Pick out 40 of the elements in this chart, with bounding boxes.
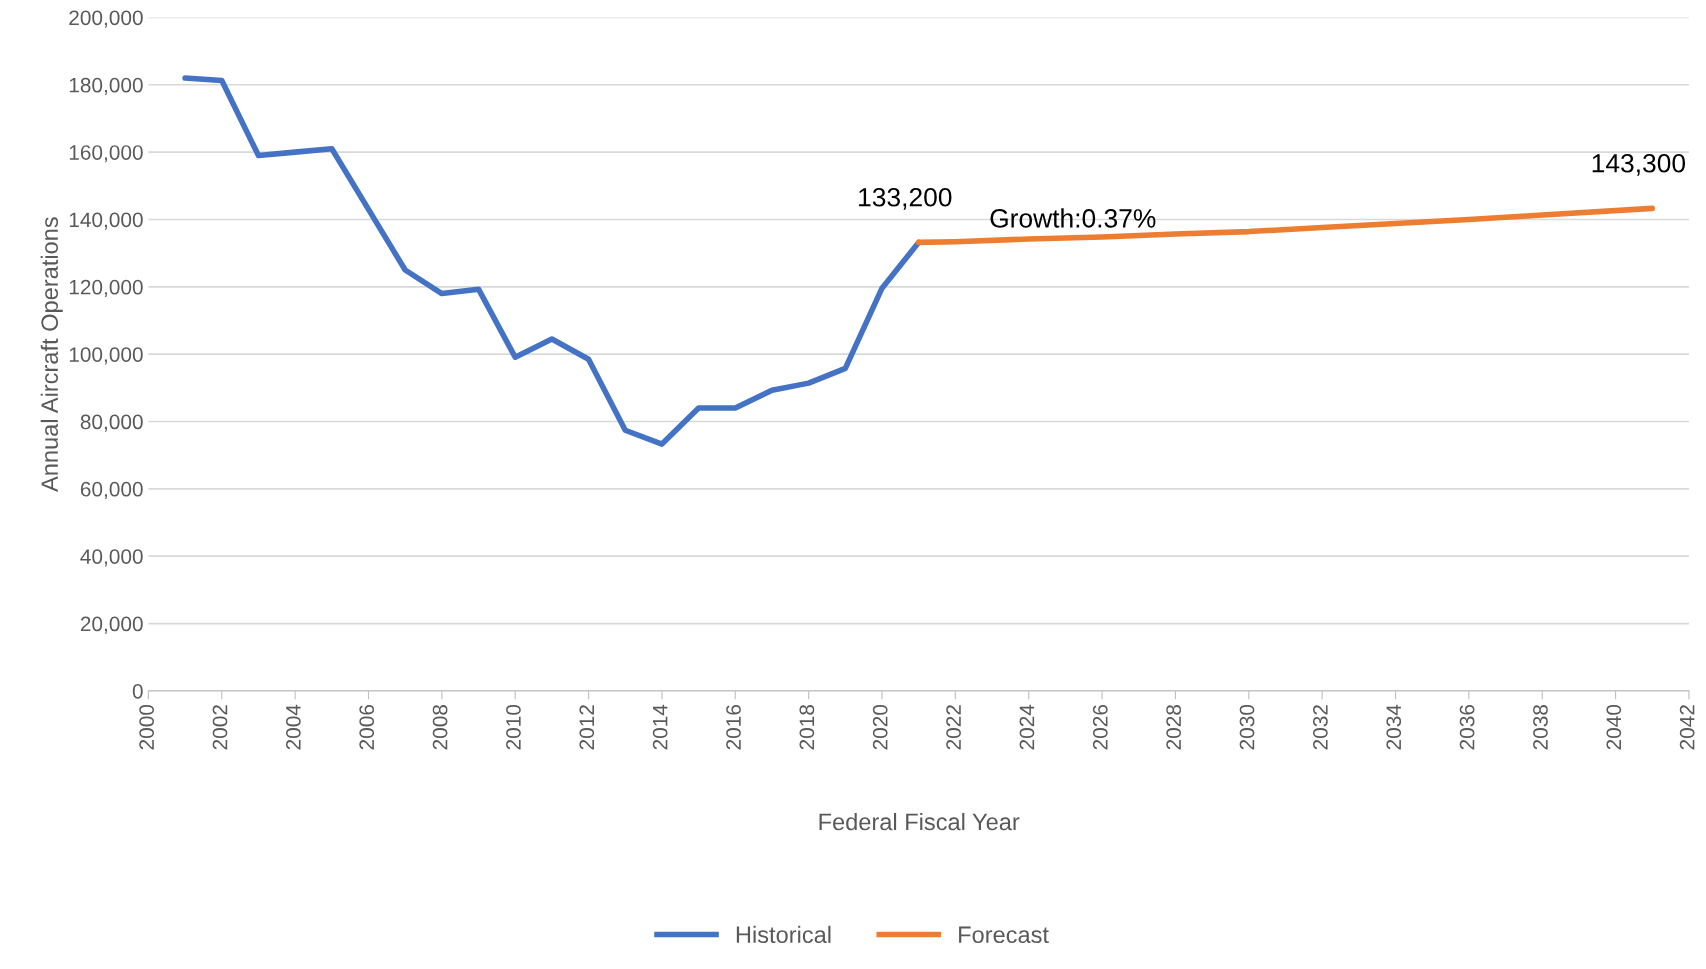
x-tick-label: 2010 bbox=[506, 704, 521, 750]
annotation: Growth:0.37% bbox=[990, 208, 1156, 228]
x-tick-label: 2014 bbox=[652, 704, 668, 750]
x-tick-label: 2006 bbox=[359, 705, 375, 750]
x-tick-label: 2026 bbox=[1092, 705, 1108, 750]
x-tick-label: 2008 bbox=[432, 704, 448, 750]
x-tick-label: 2004 bbox=[285, 704, 301, 750]
x-tick-label: 2024 bbox=[1019, 704, 1035, 750]
y-tick-label: 140,000 bbox=[69, 212, 143, 230]
x-tick-label: 2002 bbox=[212, 705, 228, 750]
y-tick-label: 80,000 bbox=[80, 414, 143, 432]
y-tick-label: 200,000 bbox=[69, 10, 143, 28]
y-tick-label: 0 bbox=[132, 683, 143, 699]
annotation: 133,200 bbox=[859, 187, 952, 210]
y-tick-label: 100,000 bbox=[69, 347, 143, 365]
x-tick-label: 2020 bbox=[872, 704, 888, 750]
y-tick-label: 60,000 bbox=[80, 481, 143, 500]
x-axis-title: Federal Fiscal Year bbox=[819, 812, 1020, 831]
x-tick-label: 2012 bbox=[579, 705, 595, 750]
y-tick-label: 160,000 bbox=[69, 145, 143, 163]
annotation: 143,300 bbox=[1592, 153, 1686, 176]
x-tick-label: 2034 bbox=[1386, 704, 1402, 750]
x-tick-label: 2028 bbox=[1166, 704, 1182, 750]
legend-label: Historical bbox=[736, 925, 831, 944]
x-tick-label: 2040 bbox=[1606, 704, 1622, 750]
y-tick-label: 20,000 bbox=[80, 616, 143, 634]
x-tick-label: 2022 bbox=[946, 705, 961, 750]
y-axis-title: Annual Aircraft Operations bbox=[40, 217, 63, 492]
x-tick-label: 2000 bbox=[139, 704, 155, 750]
x-tick-label: 2030 bbox=[1239, 704, 1255, 750]
x-tick-label: 2042 bbox=[1679, 705, 1695, 750]
x-tick-label: 2018 bbox=[799, 704, 815, 750]
y-tick-label: 40,000 bbox=[80, 549, 143, 567]
y-tick-label: 180,000 bbox=[69, 77, 143, 95]
x-tick-label: 2032 bbox=[1312, 705, 1328, 750]
x-tick-label: 2016 bbox=[726, 705, 741, 750]
y-tick-label: 120,000 bbox=[69, 279, 143, 298]
x-tick-label: 2038 bbox=[1533, 704, 1548, 750]
x-tick-label: 2036 bbox=[1459, 705, 1475, 750]
legend-label: Forecast bbox=[959, 926, 1049, 944]
